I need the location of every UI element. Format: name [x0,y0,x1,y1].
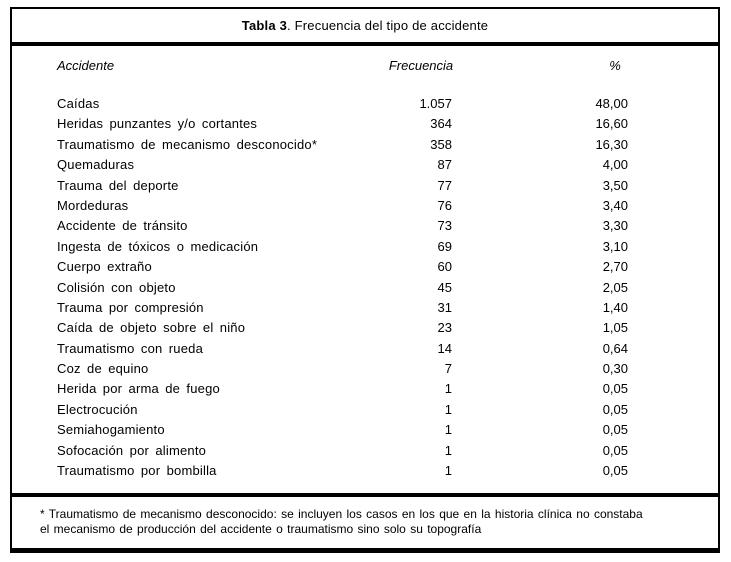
percent-value: 0,30 [602,361,628,377]
table-row: Sofocación por alimento 1 0,05 [12,441,718,461]
percent-value: 0,05 [602,463,628,479]
frequency-value: 1 [444,422,452,438]
frequency-value: 14 [437,340,452,356]
footnote-line-1: * Traumatismo de mecanismo desconocido: … [40,507,643,522]
accident-label: Traumatismo de mecanismo desconocido* [57,136,318,152]
percent-value: 0,05 [602,381,628,397]
frequency-value: 1 [444,442,452,458]
frequency-value: 1 [444,401,452,417]
table-row: Caída de objeto sobre el niño 23 1,05 [12,318,718,338]
accident-label: Accidente de tránsito [57,218,188,234]
footnote-line-2: el mecanismo de producción del accidente… [40,522,482,537]
frequency-value: 364 [430,116,452,132]
percent-value: 2,70 [602,259,628,275]
column-header-accident: Accidente [57,58,115,73]
table-row: Trauma del deporte 77 3,50 [12,176,718,196]
table-row: Colisión con objeto 45 2,05 [12,278,718,298]
table-row: Cuerpo extraño 60 2,70 [12,257,718,277]
accident-label: Ingesta de tóxicos o medicación [57,238,259,254]
accident-label: Mordeduras [57,197,129,213]
accident-label: Electrocución [57,401,138,417]
table-row: Caídas 1.057 48,00 [12,94,718,114]
accident-label: Colisión con objeto [57,279,176,295]
table-row: Trauma por compresión 31 1,40 [12,298,718,318]
percent-value: 3,50 [602,177,628,193]
percent-value: 16,30 [595,136,628,152]
table-row: Traumatismo con rueda 14 0,64 [12,339,718,359]
frequency-value: 1.057 [419,96,452,111]
percent-value: 3,30 [602,218,628,234]
frequency-value: 1 [444,381,452,397]
accident-label: Herida por arma de fuego [57,381,220,397]
table-row: Traumatismo de mecanismo desconocido* 358… [12,135,718,155]
column-header-frequency: Frecuencia [388,58,454,73]
frequency-value: 69 [437,238,452,254]
accident-label: Semiahogamiento [57,422,165,438]
frequency-value: 87 [437,157,452,173]
table-row: Herida por arma de fuego 1 0,05 [12,379,718,399]
table-row: Heridas punzantes y/o cortantes 364 16,60 [12,114,718,134]
table-row: Quemaduras 87 4,00 [12,155,718,175]
frequency-value: 23 [437,320,452,336]
accident-label: Coz de equino [57,361,149,377]
table-footnote: * Traumatismo de mecanismo desconocido: … [12,497,718,537]
frequency-value: 60 [437,259,452,275]
footnote-divider [12,493,718,498]
frequency-value: 7 [444,361,452,377]
accident-label: Caídas [57,96,100,111]
table-title-text: . Frecuencia del tipo de accidente [287,18,489,33]
percent-value: 4,00 [602,157,628,173]
accident-label: Trauma por compresión [57,299,204,315]
table-row: Ingesta de tóxicos o medicación 69 3,10 [12,237,718,257]
frequency-value: 1 [444,463,452,479]
percent-value: 48,00 [595,96,628,111]
table-title: Tabla 3. Frecuencia del tipo de accident… [12,9,718,46]
table-row: Coz de equino 7 0,30 [12,359,718,379]
accident-label: Caída de objeto sobre el niño [57,320,246,336]
accident-label: Traumatismo con rueda [57,340,203,356]
percent-value: 0,05 [602,422,628,438]
table-row: Electrocución 1 0,05 [12,400,718,420]
table-row: Mordeduras 76 3,40 [12,196,718,216]
frequency-value: 73 [437,218,452,234]
percent-value: 3,40 [602,197,628,213]
table-row: Traumatismo por bombilla 1 0,05 [12,461,718,481]
accident-label: Quemaduras [57,157,135,173]
table-title-number: Tabla 3 [241,18,288,33]
frequency-value: 31 [437,299,452,315]
table-row: Semiahogamiento 1 0,05 [12,420,718,440]
frequency-value: 77 [437,177,452,193]
percent-value: 3,10 [602,238,628,254]
table-row: Accidente de tránsito 73 3,30 [12,216,718,236]
percent-value: 1,05 [602,320,628,336]
frequency-value: 76 [437,197,452,213]
percent-value: 0,64 [602,340,628,356]
percent-value: 2,05 [602,279,628,295]
accident-label: Traumatismo por bombilla [57,463,217,479]
accident-label: Heridas punzantes y/o cortantes [57,116,258,132]
percent-value: 16,60 [595,116,628,132]
percent-value: 1,40 [602,299,628,315]
frequency-value: 45 [437,279,452,295]
table-body: Caídas 1.057 48,00 Heridas punzantes y/o co… [12,94,718,481]
accident-label: Sofocación por alimento [57,442,207,458]
accident-label: Trauma del deporte [57,177,179,193]
column-header-percent: % [609,58,621,73]
column-headers: Accidente Frecuencia % [12,58,718,78]
percent-value: 0,05 [602,401,628,417]
accident-label: Cuerpo extraño [57,259,152,275]
frequency-value: 358 [430,136,452,152]
percent-value: 0,05 [602,442,628,458]
table-frame: Tabla 3. Frecuencia del tipo de accident… [10,7,720,553]
